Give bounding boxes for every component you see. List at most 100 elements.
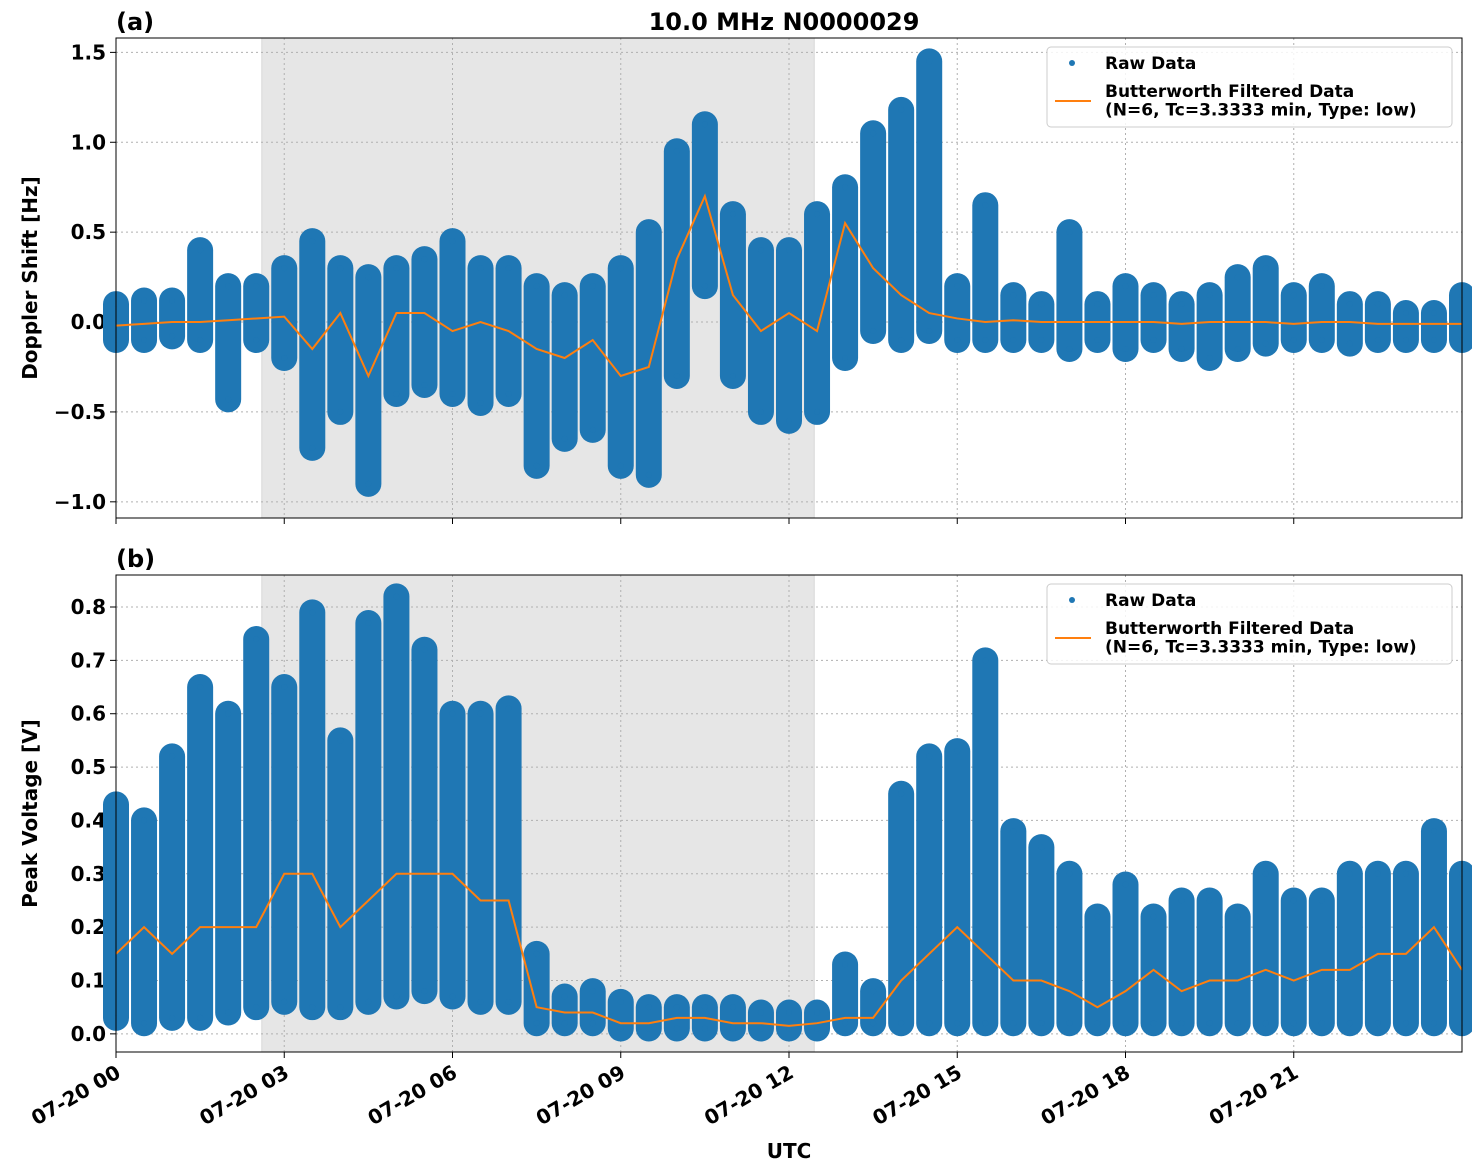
raw-data-point xyxy=(1234,346,1241,353)
panel-label: (b) xyxy=(116,545,155,573)
raw-data-point xyxy=(365,620,372,627)
raw-data-point xyxy=(814,1025,821,1032)
raw-data-point xyxy=(225,710,232,717)
raw-data-point xyxy=(477,710,484,717)
raw-data-point xyxy=(617,1025,624,1032)
raw-data-point xyxy=(926,328,933,335)
plot-frame xyxy=(115,37,1463,519)
raw-data-point xyxy=(393,265,400,272)
filtered-line xyxy=(115,193,1462,379)
raw-data-point xyxy=(421,256,428,263)
raw-data-point xyxy=(505,390,512,397)
raw-data-point xyxy=(982,1020,989,1027)
raw-data-point xyxy=(1178,1020,1185,1027)
raw-data-point xyxy=(337,1004,344,1011)
raw-data-point xyxy=(169,333,176,340)
raw-data-point xyxy=(1234,1020,1241,1027)
x-tick-label: 07-20 21 xyxy=(1205,1060,1303,1130)
raw-data-point xyxy=(1010,1020,1017,1027)
raw-data-point xyxy=(1290,1020,1297,1027)
chart-title: 10.0 MHz N0000029 xyxy=(649,8,920,36)
legend-label: Butterworth Filtered Data (N=6, Tc=3.3333… xyxy=(1105,619,1417,658)
x-tick-label: 07-20 00 xyxy=(27,1060,125,1130)
raw-data-point xyxy=(169,1014,176,1021)
raw-data-point xyxy=(197,337,204,344)
x-axis-label: UTC xyxy=(767,1139,812,1163)
raw-data-point xyxy=(449,390,456,397)
raw-data-point xyxy=(309,238,316,245)
raw-data-point xyxy=(870,988,877,995)
y-tick-label: −0.5 xyxy=(54,400,106,424)
raw-data-point xyxy=(814,408,821,415)
raw-data-point xyxy=(1402,870,1409,877)
legend-label: Raw Data xyxy=(1105,591,1196,611)
raw-data-point xyxy=(786,247,792,254)
raw-data-point xyxy=(505,998,512,1005)
raw-data-point xyxy=(617,998,624,1005)
raw-data-point xyxy=(1374,337,1381,344)
raw-data-point xyxy=(786,1009,792,1016)
raw-data-point xyxy=(253,283,260,290)
raw-data-point xyxy=(337,737,344,744)
raw-data-point xyxy=(1374,870,1381,877)
raw-data-point xyxy=(1178,897,1185,904)
panel: 0.0 0.1 0.2 0.3 0.4 0.5 0.6 0.7 0.8 07-20 00 07-20… xyxy=(18,545,1472,1163)
raw-data-point xyxy=(1430,828,1437,835)
panel-label: (a) xyxy=(116,8,154,36)
raw-data-point xyxy=(870,1020,877,1027)
raw-data-point xyxy=(1374,301,1381,308)
raw-data-point xyxy=(169,297,176,304)
raw-data-point xyxy=(982,657,989,664)
raw-data-point xyxy=(898,337,905,344)
x-tick-label: 07-20 06 xyxy=(363,1060,461,1130)
raw-data-point xyxy=(729,372,736,379)
raw-data-point xyxy=(1150,337,1157,344)
raw-data-point xyxy=(842,961,849,968)
raw-data-point xyxy=(673,1004,680,1011)
y-tick-label: 0.3 xyxy=(71,862,106,886)
x-tick-label: 07-20 18 xyxy=(1036,1060,1134,1130)
raw-data-point xyxy=(281,355,288,361)
legend-box xyxy=(1046,583,1453,665)
raw-data-point xyxy=(954,1020,961,1027)
x-tick-label: 07-20 09 xyxy=(532,1060,630,1130)
raw-data-point xyxy=(954,748,961,755)
raw-data-point xyxy=(1290,897,1297,904)
raw-data-point xyxy=(141,1020,148,1027)
raw-data-point xyxy=(561,292,568,299)
y-tick-label: 0.4 xyxy=(71,808,106,832)
y-tick-label: 0.5 xyxy=(71,220,106,244)
raw-data-point xyxy=(1122,283,1129,290)
raw-data-point xyxy=(757,408,764,415)
raw-data-point xyxy=(449,993,456,1000)
raw-data-point xyxy=(393,390,400,397)
raw-data-point xyxy=(786,417,792,424)
raw-data-point xyxy=(1178,346,1185,353)
plot-frame xyxy=(115,574,1463,1053)
raw-data-point xyxy=(1150,1020,1157,1027)
raw-data-point xyxy=(1346,1020,1353,1027)
raw-data-point xyxy=(1206,355,1213,361)
raw-data-point xyxy=(1206,292,1213,299)
raw-data-point xyxy=(1178,301,1185,308)
raw-data-point xyxy=(1122,881,1129,888)
raw-data-point xyxy=(589,988,596,995)
raw-data-point xyxy=(589,283,596,290)
raw-data-point xyxy=(365,274,372,281)
raw-data-point xyxy=(421,988,428,995)
panel: −1.0 −0.5 0.0 0.5 1.0 1.5 (a) 10.0 MHz N0000029… xyxy=(18,8,1472,524)
raw-data-point xyxy=(281,998,288,1005)
raw-data-point xyxy=(926,753,933,760)
filtered-line xyxy=(115,872,1463,1027)
raw-data-point xyxy=(1010,828,1017,835)
y-tick-label: 0.2 xyxy=(71,915,106,939)
raw-data-point xyxy=(365,998,372,1005)
raw-data-point xyxy=(954,283,961,290)
raw-data-point xyxy=(814,211,821,218)
raw-data-point xyxy=(1290,292,1297,299)
raw-data-point xyxy=(645,1025,652,1032)
y-tick-label: 0.0 xyxy=(71,1022,106,1046)
raw-data-point xyxy=(870,328,877,335)
x-tick-label: 07-20 03 xyxy=(195,1060,293,1130)
raw-data-point xyxy=(589,426,596,433)
